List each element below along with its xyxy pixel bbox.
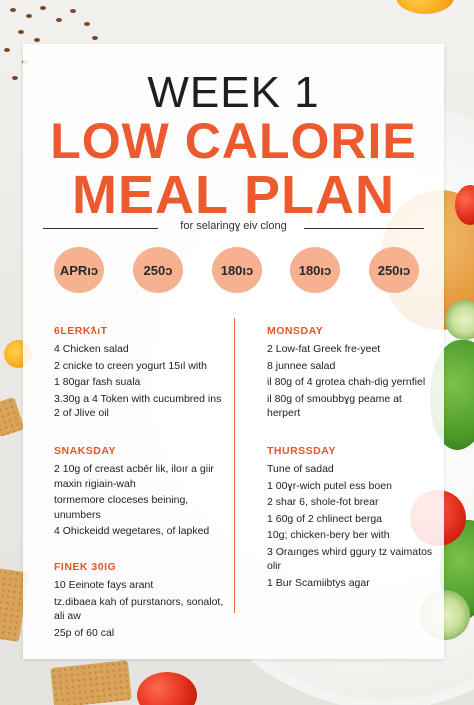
meal-item: 2 10g of creast acbér lik, iloır a giir … [54,463,214,490]
meal-item: 2 Low-fat Greek fre-yeet [267,343,381,356]
meal-plan-card: WEEK 1 LOW CALORIE MEAL PLAN for selarin… [23,44,444,659]
meal-section: MONSDAY 2 Low-fat Greek fre-yeet 8 junne… [267,324,437,423]
title-line-2: MEAL PLAN [71,165,395,225]
week-heading: WEEK 1 [147,68,320,117]
calorie-badge: 250ɔ [133,247,183,293]
meal-item: 10g; chicken-bery ber with [267,529,390,542]
title-line-1: LOW CALORIE [50,113,417,169]
lemon-decoration [396,0,454,14]
meal-list: 4 Chicken salad 2 cnicke to creen yogurt… [54,342,224,420]
column-divider [234,318,235,613]
meal-item: 4 Ohickeidd wegetares, of lapked [54,525,210,538]
cucumber-decoration [445,300,474,340]
meal-list: Tune of sadad 1 00ɣr-wich putel ess boen… [267,462,437,590]
meal-section: THURSSDAY Tune of sadad 1 00ɣr-wich pute… [267,444,437,592]
meal-item: 1 00ɣr-wich putel ess boen [267,479,392,492]
meal-item: 3 Oraınges whird ggury tz vaimatos olir [267,545,433,573]
meal-item: tormemore cloceses beining, unumbers [54,494,189,521]
meal-section-title: FINEK 30IG [54,561,117,573]
tomato-decoration-2 [137,672,197,705]
meal-item: 1 Bur Scamiibtys agar [267,576,370,589]
meal-item: 2 cnicke to creen yogurt 15ıl with [54,359,207,372]
meal-list: 10 Eeinote fays arant tz.dibaea kah of p… [54,578,224,640]
meal-section-title: THURSSDAY [267,445,336,457]
meal-section: 6LERKƛıT 4 Chicken salad 2 cnicke to cre… [54,324,224,423]
subtitle: for selaringɣ eiv clong [180,220,287,232]
cracker-decoration-3 [50,660,132,705]
meal-section-title: MONSDAY [267,325,324,337]
meal-section: SNAKSDAY 2 10g of creast acbér lik, iloı… [54,444,224,541]
meal-item: 1 60g of 2 chlinect berga [267,512,382,525]
calorie-badge: 180ıɔ [212,247,262,293]
meal-list: 2 Low-fat Greek fre-yeet 8 junnee salad … [267,342,437,420]
meal-item: 3.30g a 4 Token with cucumbred ins 2 of … [54,392,222,420]
calorie-badges: APRıɔ 250ɔ 180ıɔ 180ıɔ 250ıɔ [23,247,444,295]
calorie-badge: APRıɔ [54,247,104,293]
meal-item: 10 Eeinote fays arant [54,579,154,592]
meal-section: FINEK 30IG 10 Eeinote fays arant tz.diba… [54,560,224,642]
meal-item: 1 80gar fash suala [54,376,141,389]
subtitle-row: for selaringɣ eiv clong [43,218,424,238]
subtitle-rule-left [43,228,158,229]
meal-section-title: SNAKSDAY [54,445,116,457]
meal-list: 2 10g of creast acbér lik, iloır a giir … [54,462,224,538]
meal-item: tz.dibaea kah of purstanors, sonalot, al… [54,595,224,623]
tomato-decoration-3 [455,185,474,225]
subtitle-rule-right [304,228,424,229]
meal-item: 2 shar 6, shole-fot brear [267,496,379,509]
meal-item: il 80g of 4 grotea chah-dig yernfiel [267,376,426,389]
meal-section-title: 6LERKƛıT [54,325,108,337]
cracker-decoration [0,396,25,438]
meal-item: 4 Chicken salad [54,343,129,356]
meal-item: 25p of 60 cal [54,626,115,639]
meal-item: il 80g of smoubbɣg peame at herpert [267,392,402,420]
meal-item: 8 junnee salad [267,359,336,372]
meal-item: Tune of sadad [267,463,334,476]
calorie-badge: 250ıɔ [369,247,419,293]
calorie-badge: 180ıɔ [290,247,340,293]
